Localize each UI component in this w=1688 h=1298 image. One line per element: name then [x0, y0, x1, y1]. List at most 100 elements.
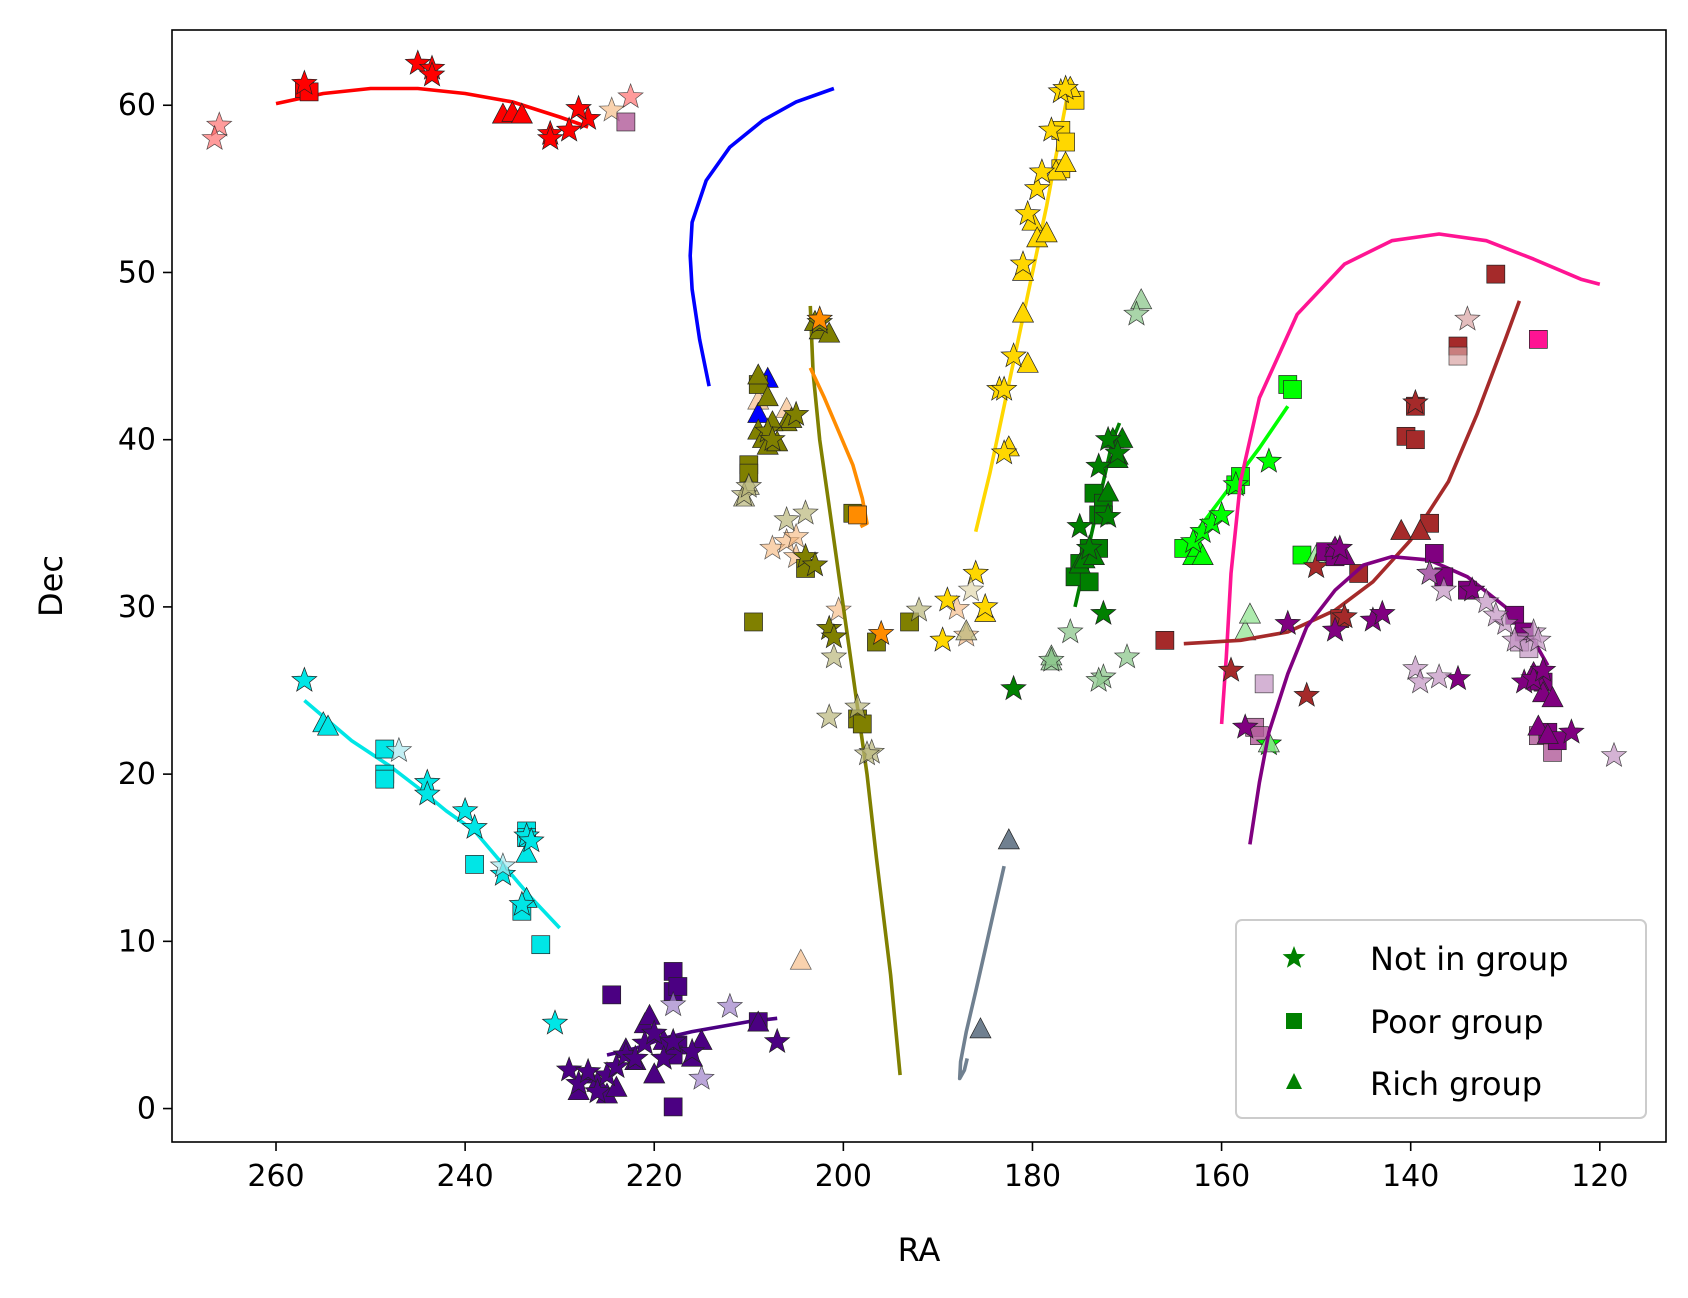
triangle-cyan-2 — [515, 841, 538, 863]
series-slategray — [957, 828, 1020, 1081]
star-indigo-3 — [584, 1077, 611, 1104]
star-indigo-faint-2 — [688, 1064, 715, 1090]
y-tick-label-60: 60 — [118, 88, 156, 123]
star-indigo-13 — [763, 1027, 791, 1054]
star-brown-1 — [1302, 552, 1330, 579]
y-tick-label-50: 50 — [118, 255, 156, 290]
triangle-gold-10 — [1016, 351, 1039, 373]
star-gold-10 — [1028, 158, 1056, 184]
star-brown-4 — [1293, 681, 1320, 707]
star-red-faint-2 — [617, 82, 644, 109]
triangle-purple-6 — [1527, 714, 1550, 736]
legend-label-poor-group: Poor group — [1370, 1003, 1544, 1041]
star-olive-faint-1 — [735, 472, 763, 498]
triangle-indigo-12 — [747, 1010, 770, 1032]
legend-label-not-in-group: Not in group — [1370, 940, 1569, 978]
triangle-olive-10 — [818, 321, 841, 343]
star-indigo-11 — [659, 1027, 687, 1054]
star-purple-1 — [1274, 609, 1302, 635]
star-indigo-10 — [650, 1044, 678, 1070]
x-tick-label-120: 120 — [1571, 1159, 1628, 1194]
star-green-2 — [1075, 534, 1103, 560]
triangle-peach-0 — [789, 948, 812, 970]
triangle-brown-1 — [1409, 518, 1432, 540]
star-indigo-12 — [678, 1037, 706, 1064]
star-lime-5 — [1255, 447, 1283, 473]
star-gold-faint-0 — [957, 576, 985, 602]
x-axis-label: RA — [898, 1231, 941, 1269]
legend-square-icon — [1286, 1013, 1302, 1029]
triangle-lime-faint-1 — [1238, 602, 1262, 624]
triangle-cyan-1 — [316, 714, 340, 736]
square-purple-2 — [1424, 544, 1444, 563]
axis-layer: 260 240 220 200 180 160 140 120 0 10 20 30 40 50 60 — [118, 88, 1629, 1194]
star-orange-1 — [806, 305, 834, 331]
star-green-faint-5 — [1038, 646, 1065, 672]
star-green-7 — [1104, 439, 1131, 465]
x-tick-label-200: 200 — [815, 1159, 872, 1194]
series-indigo — [555, 962, 791, 1117]
square-olive-2 — [744, 612, 763, 632]
star-indigo-7 — [622, 1044, 649, 1070]
x-tick-label-240: 240 — [436, 1159, 493, 1194]
star-purple-faint-8 — [1600, 741, 1628, 768]
star-red-5 — [555, 116, 583, 142]
star-cyan-5 — [489, 860, 517, 886]
star-cyan-faint-1 — [489, 852, 517, 878]
star-red-3 — [418, 61, 446, 87]
curve-orange — [808, 367, 869, 529]
star-green-faint-0 — [1056, 617, 1084, 644]
triangle-olive-0 — [747, 363, 770, 385]
series-red-faint — [201, 82, 644, 151]
square-olive-6 — [852, 714, 872, 734]
star-gold-9 — [1023, 174, 1051, 201]
series-gold — [929, 74, 1085, 652]
square-gold-1 — [1056, 132, 1075, 152]
series-brown-faint — [1448, 305, 1481, 366]
star-indigo-faint-0 — [659, 990, 687, 1017]
star-brown-3 — [1402, 388, 1429, 415]
star-olive-faint-3 — [773, 505, 800, 532]
legend-box — [1235, 919, 1647, 1119]
star-cyan-9 — [541, 1009, 569, 1035]
star-green-1 — [1066, 512, 1094, 539]
star-red-faint-1 — [201, 124, 228, 151]
x-tick-label-180: 180 — [1004, 1159, 1061, 1194]
series-indigo-faint — [659, 990, 744, 1090]
square-purple-faint-0 — [1254, 674, 1274, 694]
star-olive-faint-6 — [844, 693, 871, 719]
square-brown-7 — [1349, 564, 1369, 583]
curve-olive — [808, 305, 902, 1076]
series-purple — [1231, 534, 1585, 845]
star-indigo-9 — [640, 1019, 668, 1045]
x-tick-label-140: 140 — [1382, 1159, 1439, 1194]
x-tick-label-260: 260 — [247, 1159, 304, 1194]
star-gold-5 — [990, 439, 1018, 465]
curve-brown — [1183, 300, 1522, 646]
legend-triangle-icon — [1286, 1073, 1302, 1089]
star-purple-faint-4 — [1473, 587, 1500, 614]
star-gold-7 — [1009, 250, 1037, 276]
star-indigo-0 — [555, 1056, 583, 1082]
square-deeppink-0 — [1528, 330, 1548, 349]
star-peach-0 — [598, 96, 626, 122]
square-indigo-4 — [668, 977, 688, 996]
star-indigo-faint-1 — [716, 992, 744, 1018]
star-green-6 — [1090, 599, 1117, 625]
star-purple-10 — [1458, 576, 1486, 602]
star-green-faint-4 — [1123, 300, 1150, 326]
y-tick-label-0: 0 — [137, 1092, 156, 1127]
legend: Not in group Poor group Rich group — [1235, 919, 1647, 1119]
star-cyan-0 — [291, 666, 318, 692]
y-tick-label-20: 20 — [118, 757, 156, 792]
series-brown — [1155, 264, 1522, 707]
curve-deeppink — [1219, 232, 1601, 725]
square-brown-faint-0 — [1448, 346, 1468, 366]
star-cyan-6 — [508, 890, 536, 916]
square-cyan-3 — [465, 855, 484, 874]
triangle-gold-9 — [1011, 301, 1035, 323]
square-brown-0 — [1155, 630, 1175, 650]
star-purple-faint-10 — [1482, 601, 1510, 627]
star-gold-13 — [1052, 74, 1079, 100]
